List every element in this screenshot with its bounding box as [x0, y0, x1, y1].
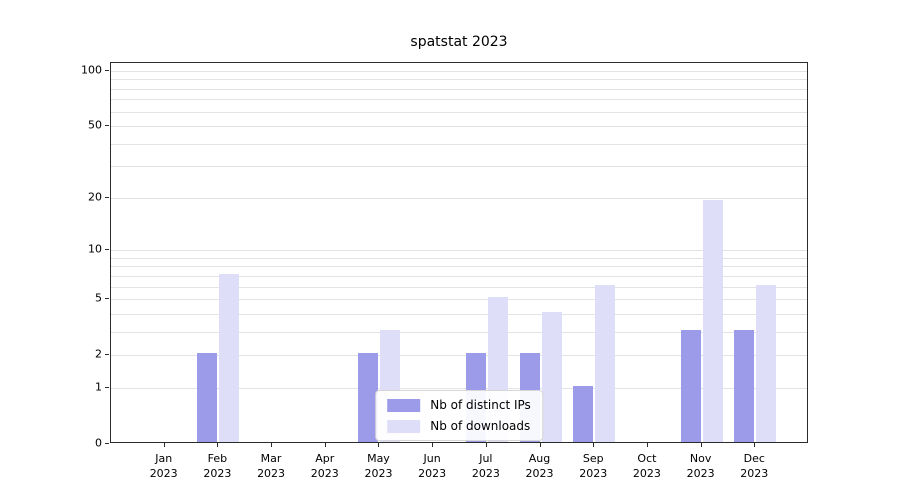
- x-tick-label: Oct 2023: [632, 452, 661, 481]
- x-tick-label: Jun 2023: [418, 452, 447, 481]
- gridline: [111, 286, 807, 288]
- gridline: [111, 197, 807, 199]
- y-tick-mark: [105, 70, 109, 71]
- gridline: [111, 275, 807, 277]
- legend: Nb of distinct IPs Nb of downloads: [375, 390, 543, 441]
- gridline: [111, 88, 807, 90]
- legend-label: Nb of distinct IPs: [430, 398, 531, 412]
- bar-distinct-ips: [358, 353, 379, 442]
- y-tick-label: 5: [95, 291, 102, 305]
- y-tick-label: 100: [81, 63, 102, 77]
- y-tick-mark: [105, 443, 109, 444]
- y-tick-mark: [105, 196, 109, 198]
- x-tick-mark: [485, 443, 487, 447]
- y-tick-mark: [105, 386, 109, 388]
- gridline: [111, 266, 807, 268]
- legend-entry: Nb of downloads: [387, 419, 531, 433]
- x-tick-label: Nov 2023: [686, 452, 715, 481]
- bar-distinct-ips: [734, 329, 755, 442]
- x-tick-mark: [324, 443, 326, 447]
- x-tick-label: Feb 2023: [203, 452, 232, 481]
- x-tick-label: Jul 2023: [471, 452, 500, 481]
- x-tick-mark: [163, 443, 165, 447]
- bar-downloads: [219, 273, 240, 442]
- legend-entry: Nb of distinct IPs: [387, 398, 531, 412]
- y-tick-label: 20: [88, 190, 102, 204]
- plot-area: [110, 62, 808, 443]
- y-tick-label: 50: [88, 118, 102, 132]
- gridline: [111, 143, 807, 145]
- x-tick-label: Mar 2023: [257, 452, 286, 481]
- gridline: [111, 250, 807, 252]
- gridline: [111, 71, 807, 72]
- y-tick-mark: [105, 354, 109, 356]
- x-tick-mark: [646, 443, 648, 447]
- gridline: [111, 257, 807, 259]
- x-tick-mark: [539, 443, 541, 447]
- x-tick-mark: [378, 443, 380, 447]
- gridline: [111, 355, 807, 357]
- gridline: [111, 111, 807, 113]
- x-tick-label: Dec 2023: [740, 452, 769, 481]
- y-tick-label: 0: [95, 436, 102, 450]
- bar-downloads: [756, 284, 777, 442]
- bar-downloads: [541, 311, 562, 442]
- x-tick-label: May 2023: [364, 452, 393, 481]
- y-tick-mark: [105, 298, 109, 300]
- legend-swatch-distinct-ips: [387, 398, 421, 412]
- gridline: [111, 99, 807, 101]
- gridline: [111, 126, 807, 128]
- gridline: [111, 299, 807, 301]
- y-tick-label: 2: [95, 347, 102, 361]
- legend-label: Nb of downloads: [430, 419, 531, 433]
- y-tick-label: 1: [95, 380, 102, 394]
- x-tick-mark: [593, 443, 595, 447]
- y-tick-mark: [105, 249, 109, 251]
- gridline: [111, 166, 807, 168]
- bar-downloads: [595, 284, 616, 442]
- gridline: [111, 79, 807, 81]
- gridline: [111, 331, 807, 333]
- legend-swatch-downloads: [387, 419, 421, 433]
- x-tick-mark: [271, 443, 273, 447]
- y-tick-label: 10: [88, 242, 102, 256]
- gridline: [111, 313, 807, 315]
- bar-distinct-ips: [197, 353, 218, 442]
- bar-downloads: [702, 199, 723, 442]
- x-tick-label: Apr 2023: [310, 452, 339, 481]
- bar-distinct-ips: [680, 329, 701, 442]
- x-tick-label: Aug 2023: [525, 452, 554, 481]
- x-tick-label: Sep 2023: [579, 452, 608, 481]
- x-tick-mark: [754, 443, 756, 447]
- x-tick-mark: [700, 443, 702, 447]
- x-tick-mark: [217, 443, 219, 447]
- gridline: [111, 387, 807, 389]
- y-tick-mark: [105, 125, 109, 127]
- x-tick-mark: [432, 443, 434, 447]
- x-tick-label: Jan 2023: [149, 452, 178, 481]
- bar-distinct-ips: [573, 385, 594, 442]
- chart-title: spatstat 2023: [410, 34, 508, 50]
